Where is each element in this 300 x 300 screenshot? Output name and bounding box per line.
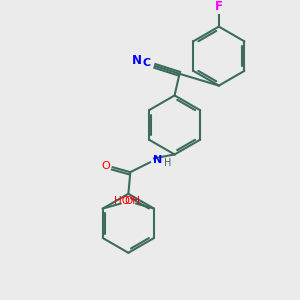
Text: F: F xyxy=(215,0,223,14)
Text: O: O xyxy=(101,161,110,171)
Text: HO: HO xyxy=(114,196,130,206)
Text: N: N xyxy=(132,53,142,67)
Text: N: N xyxy=(153,155,163,165)
Text: H: H xyxy=(164,158,171,168)
Text: OH: OH xyxy=(124,196,140,206)
Text: C: C xyxy=(142,58,150,68)
